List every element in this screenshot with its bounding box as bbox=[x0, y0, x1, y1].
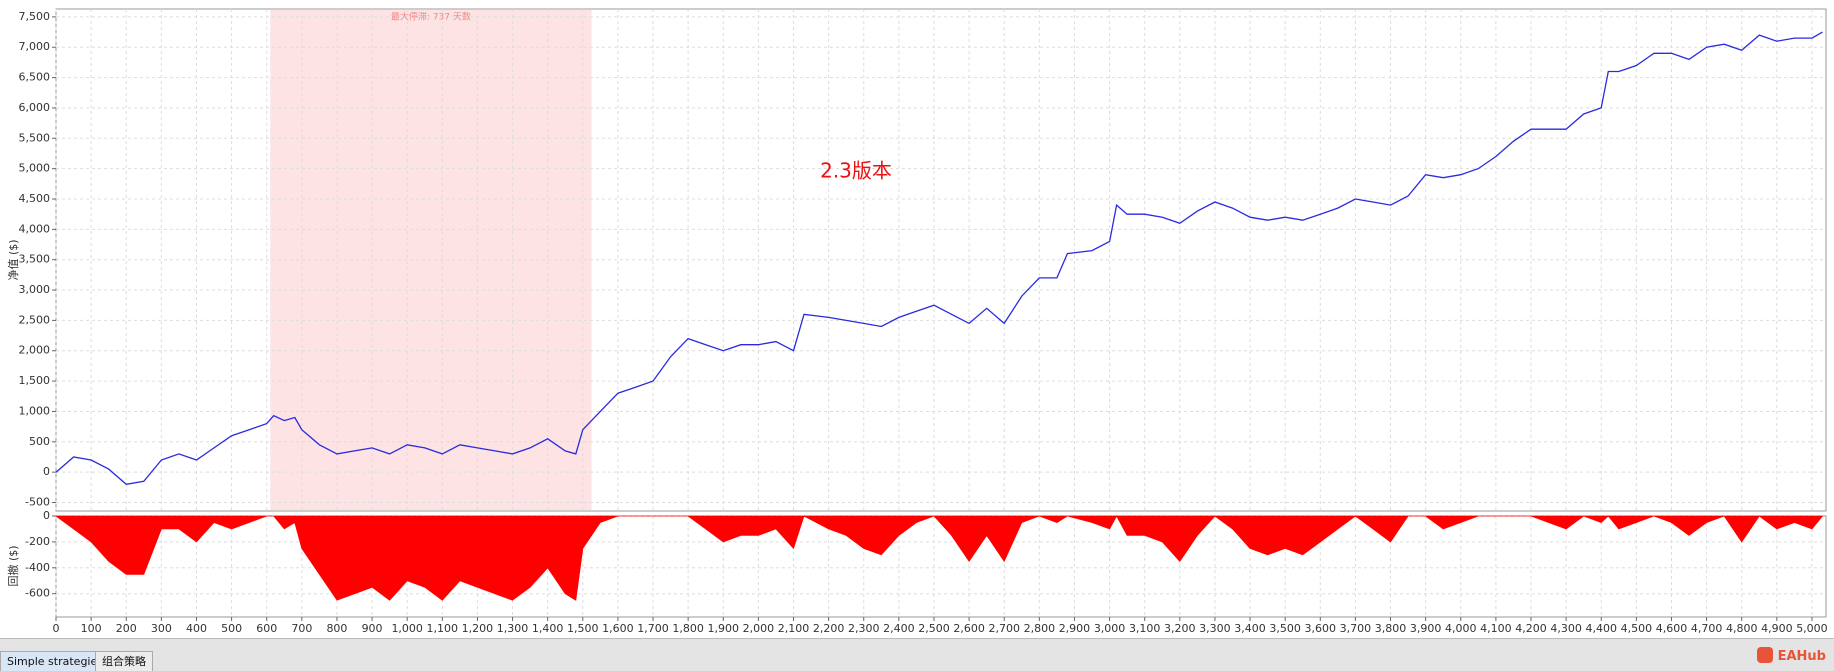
x-tick-label: 4,300 bbox=[1550, 622, 1582, 635]
y-tick-label: 7,500 bbox=[19, 10, 51, 23]
y-tick-label: 2,000 bbox=[19, 344, 51, 357]
x-tick-label: 2,100 bbox=[778, 622, 810, 635]
x-tick-label: 900 bbox=[362, 622, 383, 635]
x-tick-label: 3,000 bbox=[1094, 622, 1126, 635]
x-tick-label: 1,400 bbox=[532, 622, 564, 635]
x-tick-label: 3,800 bbox=[1375, 622, 1407, 635]
x-tick-label: 2,400 bbox=[883, 622, 915, 635]
y-tick-label: 4,500 bbox=[19, 192, 51, 205]
x-tick-label: 2,600 bbox=[953, 622, 985, 635]
x-tick-label: 1,700 bbox=[637, 622, 669, 635]
x-tick-label: 2,000 bbox=[743, 622, 775, 635]
y-tick-label: 6,500 bbox=[19, 71, 51, 84]
y-tick-label: 3,500 bbox=[19, 253, 51, 266]
y-tick-label: -500 bbox=[25, 496, 50, 509]
tab[interactable]: 组合策略 bbox=[95, 651, 153, 671]
y-tick-label: 1,500 bbox=[19, 374, 51, 387]
y-tick-label: 2,500 bbox=[19, 313, 51, 326]
y-axis-label: 净值 ($) bbox=[6, 239, 20, 280]
y-tick-label: 5,000 bbox=[19, 162, 51, 175]
x-tick-label: 4,400 bbox=[1585, 622, 1617, 635]
x-tick-label: 4,700 bbox=[1691, 622, 1723, 635]
y-tick-label: 0 bbox=[43, 465, 50, 478]
y-tick-label: -400 bbox=[25, 561, 50, 574]
x-tick-label: 1,000 bbox=[391, 622, 423, 635]
logo: EAHub bbox=[1757, 647, 1826, 664]
x-tick-label: 3,100 bbox=[1129, 622, 1161, 635]
tab[interactable]: Simple strategies bbox=[0, 651, 110, 671]
annotation: 2.3版本 bbox=[820, 159, 892, 183]
y-tick-label: 500 bbox=[29, 435, 50, 448]
x-tick-label: 3,600 bbox=[1305, 622, 1337, 635]
x-tick-label: 1,800 bbox=[672, 622, 704, 635]
drawdown-area bbox=[54, 515, 1824, 601]
x-tick-label: 4,800 bbox=[1726, 622, 1758, 635]
x-tick-label: 4,200 bbox=[1515, 622, 1547, 635]
x-tick-label: 1,600 bbox=[602, 622, 634, 635]
tab-bar: Simple strategies 组合策略 EAHub bbox=[0, 638, 1834, 671]
x-tick-label: 3,500 bbox=[1269, 622, 1301, 635]
x-tick-label: 1,100 bbox=[427, 622, 459, 635]
equity-line bbox=[55, 31, 1823, 485]
x-tick-label: 300 bbox=[151, 622, 172, 635]
x-tick-label: 3,400 bbox=[1234, 622, 1266, 635]
x-tick-label: 4,000 bbox=[1445, 622, 1477, 635]
x-tick-label: 3,700 bbox=[1340, 622, 1372, 635]
x-tick-label: 1,500 bbox=[567, 622, 599, 635]
chart: 净值 ($) 回撤 ($) 最大停滞: 737 天数-50005001,0001… bbox=[6, 8, 1828, 635]
x-tick-label: 5,000 bbox=[1796, 622, 1828, 635]
y-tick-label: 0 bbox=[43, 509, 50, 522]
y-tick-label: 4,000 bbox=[19, 222, 51, 235]
x-tick-label: 3,900 bbox=[1410, 622, 1442, 635]
x-tick-label: 4,900 bbox=[1761, 622, 1793, 635]
y-tick-label: -600 bbox=[25, 587, 50, 600]
x-tick-label: 0 bbox=[53, 622, 60, 635]
y-tick-label: 3,000 bbox=[19, 283, 51, 296]
y-tick-label: -200 bbox=[25, 535, 50, 548]
x-tick-label: 1,300 bbox=[497, 622, 529, 635]
x-tick-label: 3,300 bbox=[1199, 622, 1231, 635]
x-tick-label: 2,700 bbox=[988, 622, 1020, 635]
x-tick-label: 100 bbox=[81, 622, 102, 635]
x-tick-label: 4,600 bbox=[1656, 622, 1688, 635]
y-tick-label: 7,000 bbox=[19, 40, 51, 53]
y-axis-label: 回撤 ($) bbox=[6, 545, 20, 586]
x-tick-label: 4,500 bbox=[1621, 622, 1653, 635]
x-tick-label: 3,200 bbox=[1164, 622, 1196, 635]
x-tick-label: 400 bbox=[186, 622, 207, 635]
y-tick-label: 6,000 bbox=[19, 101, 51, 114]
x-tick-label: 1,200 bbox=[462, 622, 494, 635]
x-tick-label: 2,200 bbox=[813, 622, 845, 635]
x-tick-label: 2,900 bbox=[1059, 622, 1091, 635]
x-tick-label: 800 bbox=[326, 622, 347, 635]
x-tick-label: 4,100 bbox=[1480, 622, 1512, 635]
x-tick-label: 500 bbox=[221, 622, 242, 635]
x-tick-label: 200 bbox=[116, 622, 137, 635]
y-tick-label: 5,500 bbox=[19, 131, 51, 144]
x-tick-label: 2,800 bbox=[1024, 622, 1056, 635]
x-tick-label: 2,500 bbox=[918, 622, 950, 635]
y-tick-label: 1,000 bbox=[19, 404, 51, 417]
x-tick-label: 1,900 bbox=[708, 622, 740, 635]
stagnation-label: 最大停滞: 737 天数 bbox=[391, 11, 471, 23]
x-tick-label: 2,300 bbox=[848, 622, 880, 635]
x-tick-label: 700 bbox=[291, 622, 312, 635]
x-tick-label: 600 bbox=[256, 622, 277, 635]
